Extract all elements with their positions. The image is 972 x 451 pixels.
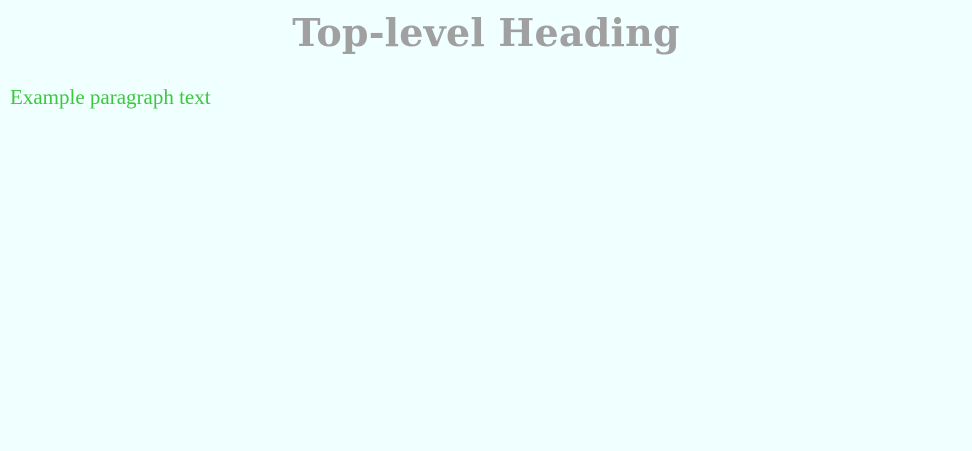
- example-paragraph: Example paragraph text: [10, 85, 211, 109]
- page-title: Top-level Heading: [292, 10, 680, 55]
